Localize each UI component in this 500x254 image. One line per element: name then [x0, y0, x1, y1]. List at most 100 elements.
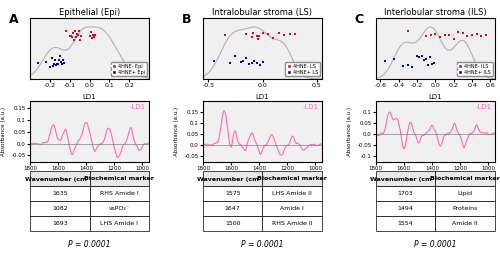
Point — [280, 33, 288, 37]
Point — [58, 62, 66, 67]
Point — [88, 33, 96, 37]
Point — [62, 29, 70, 33]
Legend: 4HNE- Epi, 4HNE+ Epi: 4HNE- Epi, 4HNE+ Epi — [110, 62, 147, 76]
Legend: 4HNE- LS, 4HNE+ LS: 4HNE- LS, 4HNE+ LS — [285, 62, 320, 76]
Text: P = 0.0001: P = 0.0001 — [68, 240, 111, 249]
Text: P = 0.0001: P = 0.0001 — [241, 240, 284, 249]
Point — [76, 38, 84, 42]
Point — [264, 32, 272, 36]
Point — [291, 32, 299, 36]
Point — [422, 34, 430, 38]
Point — [258, 60, 266, 64]
Point — [68, 31, 76, 35]
Point — [253, 34, 261, 38]
Y-axis label: Absorbance (a.u.): Absorbance (a.u.) — [174, 107, 179, 156]
Point — [55, 58, 63, 62]
Point — [50, 62, 58, 66]
Title: Epithelial (Epi): Epithelial (Epi) — [59, 8, 120, 17]
Point — [482, 34, 490, 38]
Point — [436, 35, 444, 39]
Point — [253, 60, 261, 65]
Point — [242, 56, 250, 60]
Point — [248, 31, 256, 35]
Text: A: A — [8, 13, 18, 26]
Point — [74, 34, 82, 38]
Point — [248, 61, 256, 65]
Point — [248, 35, 256, 39]
Title: Interlobular stroma (ILS): Interlobular stroma (ILS) — [384, 8, 486, 17]
Point — [68, 36, 76, 40]
Point — [477, 34, 485, 38]
Point — [468, 33, 476, 37]
Text: -LD1: -LD1 — [476, 104, 492, 110]
Point — [76, 34, 84, 38]
Point — [70, 28, 78, 33]
Point — [424, 62, 432, 67]
Point — [242, 31, 250, 36]
Point — [404, 63, 412, 67]
Point — [72, 35, 80, 39]
Point — [51, 58, 59, 62]
Point — [88, 36, 96, 40]
Point — [432, 32, 440, 36]
Point — [86, 30, 94, 34]
Point — [445, 33, 453, 37]
Point — [270, 36, 278, 40]
Point — [408, 65, 416, 69]
Point — [49, 64, 57, 68]
Legend: 4HNE- ILS, 4HNE+ ILS: 4HNE- ILS, 4HNE+ ILS — [456, 62, 492, 76]
Point — [220, 33, 228, 37]
Text: B: B — [182, 13, 191, 26]
Point — [422, 57, 430, 61]
Point — [440, 33, 448, 37]
Point — [226, 60, 234, 65]
Point — [66, 34, 74, 38]
Point — [90, 35, 98, 39]
Point — [239, 59, 247, 64]
Point — [86, 34, 94, 38]
Text: -LD1: -LD1 — [130, 104, 146, 110]
Point — [66, 34, 74, 38]
Point — [34, 61, 42, 65]
Text: P = 0.0001: P = 0.0001 — [414, 240, 457, 249]
Point — [258, 31, 266, 36]
Point — [232, 54, 239, 58]
Point — [420, 58, 428, 62]
X-axis label: Wavenumber (cm⁻¹): Wavenumber (cm⁻¹) — [404, 177, 468, 183]
Point — [48, 56, 56, 60]
Point — [42, 60, 50, 64]
Point — [459, 31, 467, 35]
Point — [450, 37, 458, 41]
Point — [426, 55, 434, 59]
Point — [210, 59, 218, 63]
Point — [60, 61, 68, 65]
Point — [254, 37, 262, 41]
Point — [57, 60, 65, 64]
X-axis label: LD1: LD1 — [83, 93, 96, 100]
Text: C: C — [354, 13, 364, 26]
Point — [454, 30, 462, 34]
X-axis label: Wavenumber (cm⁻¹): Wavenumber (cm⁻¹) — [58, 177, 122, 183]
Point — [381, 59, 389, 64]
Point — [237, 60, 245, 64]
Point — [428, 62, 436, 67]
Y-axis label: Absorbance (a.u.): Absorbance (a.u.) — [1, 107, 6, 156]
Point — [59, 58, 67, 62]
Title: Intralobular stroma (LS): Intralobular stroma (LS) — [212, 8, 312, 17]
Point — [427, 33, 435, 37]
Point — [246, 62, 254, 66]
Point — [52, 63, 60, 67]
Point — [472, 31, 480, 36]
Point — [415, 55, 423, 59]
Point — [255, 34, 263, 38]
Point — [90, 33, 98, 37]
Point — [286, 32, 294, 36]
Point — [430, 61, 438, 65]
Point — [418, 54, 426, 58]
Point — [70, 38, 78, 42]
Point — [72, 32, 80, 36]
Point — [275, 31, 283, 35]
Text: -LD1: -LD1 — [302, 104, 318, 110]
Point — [54, 62, 62, 66]
Point — [56, 54, 64, 58]
